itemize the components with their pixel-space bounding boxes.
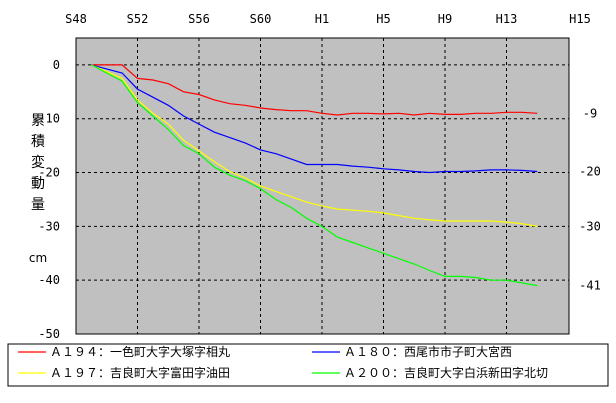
y-axis-label-char: 積: [31, 134, 45, 150]
y-axis-label-char: 量: [31, 197, 45, 213]
y-tick-label: -20: [38, 166, 60, 180]
y-tick-labels: 0 -10 -20 -30 -40 -50: [38, 58, 60, 341]
series-line-3: [91, 64, 538, 227]
x-tick-label: H9: [438, 12, 452, 26]
x-tick-label: S52: [127, 12, 149, 26]
x-tick-label: H13: [496, 12, 518, 26]
legend-entry-2: Ａ１８０：西尾市市子町大宮西: [344, 344, 512, 359]
x-tick-label: H5: [376, 12, 390, 26]
y-axis-label-char: 変: [31, 154, 45, 171]
legend-entry-1: Ａ１９４：一色町大字大塚字相丸: [50, 344, 230, 359]
y-axis-label-char: 累: [31, 113, 45, 129]
end-label: -41: [579, 279, 601, 293]
end-label: -20: [579, 164, 601, 178]
series-line-2: [91, 64, 538, 174]
legend-entry-4: Ａ２００：吉良町大字白浜新田字北切: [344, 365, 548, 380]
y-tick-label: -10: [38, 112, 60, 126]
end-labels: -9 -20 -30 -41: [579, 106, 601, 292]
end-label: -30: [579, 219, 601, 233]
series-line-4: [91, 64, 538, 287]
x-tick-label: S56: [188, 12, 210, 26]
x-tick-label: S60: [250, 12, 272, 26]
y-tick-label: -50: [38, 327, 60, 341]
legend: Ａ１９４：一色町大字大塚字相丸 Ａ１８０：西尾市市子町大宮西 Ａ１９７：吉良町大字富…: [18, 344, 548, 380]
x-tick-labels: S48 S52 S56 S60 H1 H5 H9 H13 H15: [65, 12, 591, 26]
legend-box: [7, 343, 609, 387]
end-label: -9: [583, 106, 597, 120]
y-tick-label: -40: [38, 273, 60, 287]
y-axis-label-char: 動: [31, 176, 45, 192]
y-axis-unit: cm: [29, 251, 47, 265]
series-lines: [91, 64, 538, 287]
legend-entry-3: Ａ１９７：吉良町大字富田字油田: [50, 365, 230, 380]
series-line-1: [91, 64, 538, 116]
y-tick-label: -30: [38, 219, 60, 233]
x-tick-label: H1: [315, 12, 329, 26]
x-tick-label: S48: [65, 12, 87, 26]
x-tick-label: H15: [569, 12, 591, 26]
y-tick-label: 0: [53, 58, 60, 72]
